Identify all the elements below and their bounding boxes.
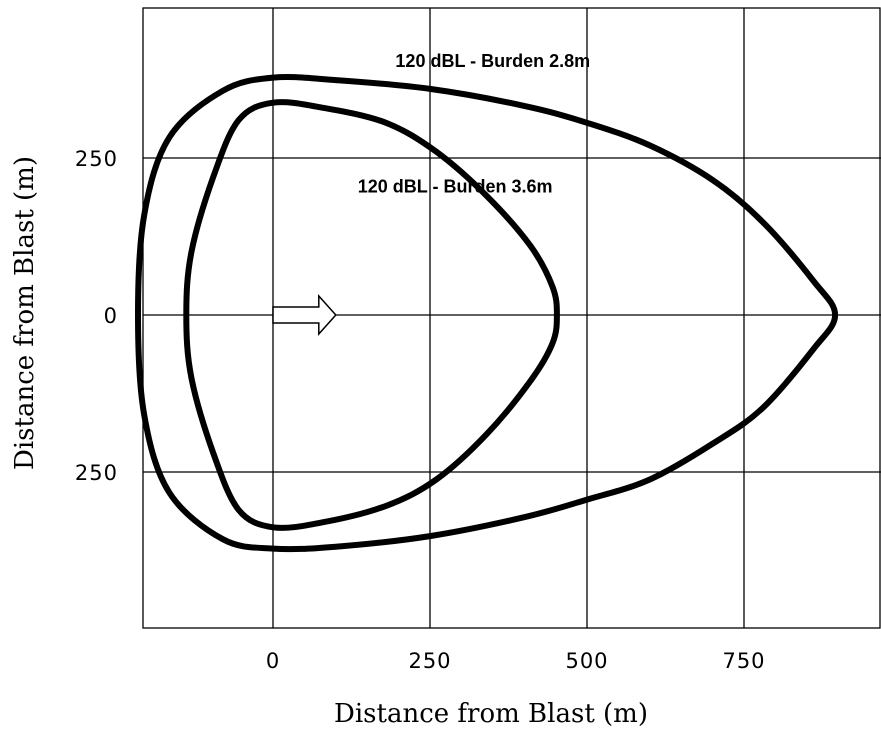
x-tick-label: 500 (565, 649, 608, 673)
contour-labels: 120 dBL - Burden 2.8m 120 dBL - Burden 3.… (358, 51, 590, 197)
grid-lines (143, 8, 881, 628)
y-tick-label: 250 (75, 147, 118, 171)
plot-frame (142, 7, 881, 629)
contour-line-burden-3-6m (183, 99, 560, 531)
y-tick-label: 250 (75, 461, 118, 485)
x-tick-label: 250 (408, 649, 451, 673)
contour-label-burden-2-8m: 120 dBL - Burden 2.8m (395, 51, 590, 71)
y-tick-labels: 250 0 250 (75, 147, 118, 485)
x-tick-labels: 0 250 500 750 (266, 649, 765, 673)
contour-line-burden-2-8m (135, 73, 839, 553)
y-tick-label: 0 (104, 304, 118, 328)
contour-series (135, 73, 839, 553)
x-tick-label: 750 (722, 649, 765, 673)
blast-direction-arrow (272, 294, 337, 336)
x-axis-title: Distance from Blast (m) (334, 699, 648, 729)
x-tick-label: 0 (266, 649, 280, 673)
y-axis-title: Distance from Blast (m) (10, 156, 40, 470)
contour-label-burden-3-6m: 120 dBL - Burden 3.6m (358, 177, 553, 197)
arrow-icon (272, 294, 337, 336)
